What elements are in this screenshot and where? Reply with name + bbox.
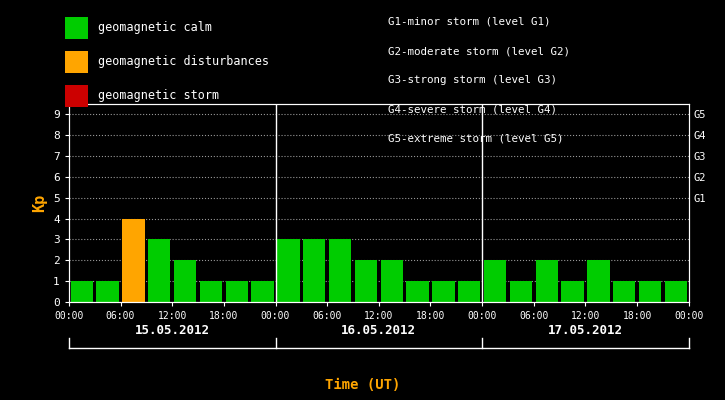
Text: G1-minor storm (level G1): G1-minor storm (level G1) [388,17,550,27]
Bar [665,281,687,302]
Bar [639,281,661,302]
Bar [70,281,93,302]
Bar [484,281,506,302]
Bar [587,260,610,302]
Bar [484,260,506,302]
Text: Time (UT): Time (UT) [325,378,400,392]
Bar [123,219,144,302]
Bar [148,240,170,302]
Bar [277,240,299,302]
Text: 17.05.2012: 17.05.2012 [548,324,623,336]
Bar [303,240,326,302]
Bar [225,281,248,302]
Text: 16.05.2012: 16.05.2012 [341,324,416,336]
Bar [561,281,584,302]
Y-axis label: Kp: Kp [33,194,48,212]
Bar [510,281,532,302]
Text: G3-strong storm (level G3): G3-strong storm (level G3) [388,76,557,86]
Text: G5-extreme storm (level G5): G5-extreme storm (level G5) [388,134,563,144]
Text: G4-severe storm (level G4): G4-severe storm (level G4) [388,105,557,115]
Text: geomagnetic storm: geomagnetic storm [98,90,219,102]
Bar [381,260,403,302]
Text: G2-moderate storm (level G2): G2-moderate storm (level G2) [388,46,570,56]
Text: geomagnetic disturbances: geomagnetic disturbances [98,56,269,68]
Bar [406,281,428,302]
Text: 15.05.2012: 15.05.2012 [135,324,210,336]
Bar [432,281,455,302]
Bar [96,281,119,302]
Bar [458,281,481,302]
Text: geomagnetic calm: geomagnetic calm [98,22,212,34]
Bar [536,260,558,302]
Bar [613,281,635,302]
Bar [199,281,222,302]
Bar [355,260,377,302]
Bar [174,260,196,302]
Bar [252,281,274,302]
Bar [329,240,351,302]
